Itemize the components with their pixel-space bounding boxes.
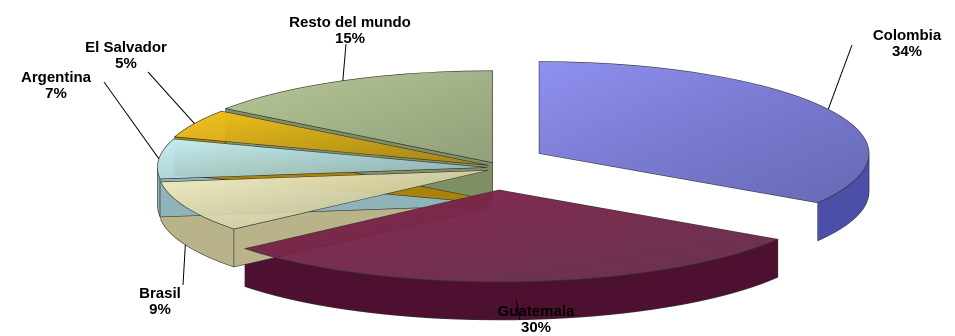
slice-resto-del-mundo [224, 70, 493, 164]
slice-percent-resto-del-mundo: 15% [335, 30, 365, 47]
slice-label-argentina: Argentina [21, 69, 92, 86]
slice-percent-el-salvador: 5% [115, 55, 137, 72]
slice-percent-guatemala: 30% [521, 319, 551, 336]
slice-el-salvador [173, 110, 489, 166]
slice-percent-argentina: 7% [45, 85, 67, 102]
slice-label-brasil: Brasil [139, 285, 181, 302]
leader-line-resto-del-mundo [342, 43, 347, 81]
leader-line-guatemala [515, 299, 521, 320]
slice-guatemala [243, 189, 779, 283]
slice-label-resto-del-mundo: Resto del mundo [289, 14, 411, 31]
slice-argentina [157, 138, 488, 180]
leader-line-colombia [827, 44, 853, 110]
slice-percent-colombia: 34% [892, 43, 922, 60]
slice-brasil [160, 170, 489, 230]
slice-label-el-salvador: El Salvador [85, 39, 167, 56]
slice-label-guatemala: Guatemala [498, 303, 575, 320]
slice-label-colombia: Colombia [873, 27, 942, 44]
slice-percent-brasil: 9% [149, 301, 171, 318]
leader-line-argentina [103, 81, 160, 160]
slice-colombia [538, 61, 870, 204]
leader-line-brasil [182, 244, 186, 286]
leader-line-el-salvador [147, 71, 195, 124]
